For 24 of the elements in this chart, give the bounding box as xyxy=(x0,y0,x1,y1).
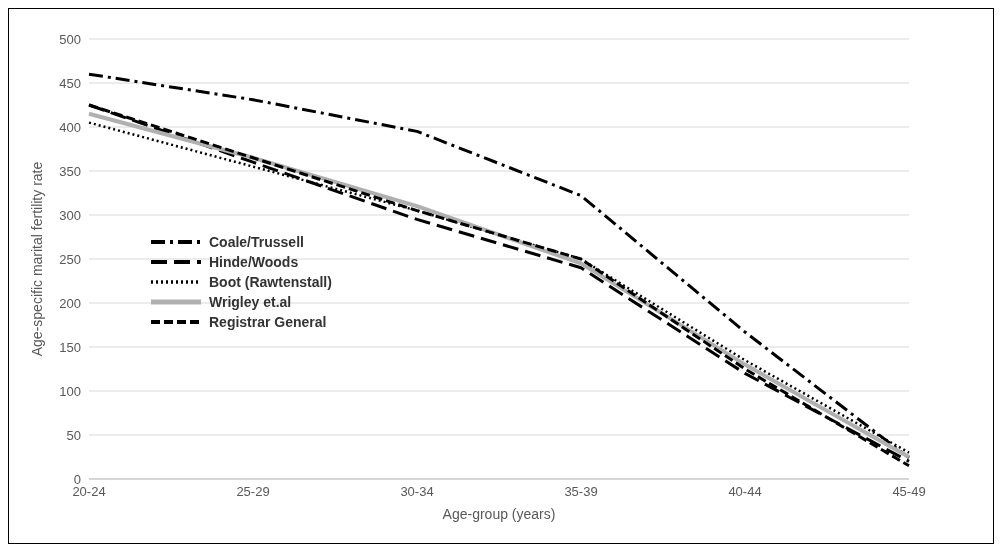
y-tick-label: 350 xyxy=(59,163,81,179)
x-tick-label: 20-24 xyxy=(72,484,106,500)
legend-label: Registrar General xyxy=(209,314,327,330)
y-tick-label: 100 xyxy=(59,383,81,399)
x-tick-label: 40-44 xyxy=(728,484,762,500)
x-tick-label: 25-29 xyxy=(236,484,270,500)
y-tick-label: 400 xyxy=(59,119,81,135)
y-tick-label: 500 xyxy=(59,31,81,47)
y-tick-label: 450 xyxy=(59,75,81,91)
x-tick-label: 30-34 xyxy=(400,484,434,500)
legend-label: Boot (Rawtenstall) xyxy=(209,274,332,290)
x-tick-label: 35-39 xyxy=(564,484,598,500)
y-tick-label: 150 xyxy=(59,339,81,355)
x-axis-title: Age-group (years) xyxy=(442,506,556,522)
legend-label: Coale/Trussell xyxy=(209,234,304,250)
y-tick-label: 250 xyxy=(59,251,81,267)
legend-label: Hinde/Woods xyxy=(209,254,299,270)
y-axis-title: Age-specific marital fertility rate xyxy=(28,161,45,357)
y-tick-label: 50 xyxy=(66,427,81,443)
x-tick-label: 45-49 xyxy=(892,484,926,500)
y-tick-label: 300 xyxy=(59,207,81,223)
y-tick-label: 200 xyxy=(59,295,81,311)
legend-label: Wrigley et.al xyxy=(209,294,292,310)
y-tick-label: 0 xyxy=(73,471,81,487)
